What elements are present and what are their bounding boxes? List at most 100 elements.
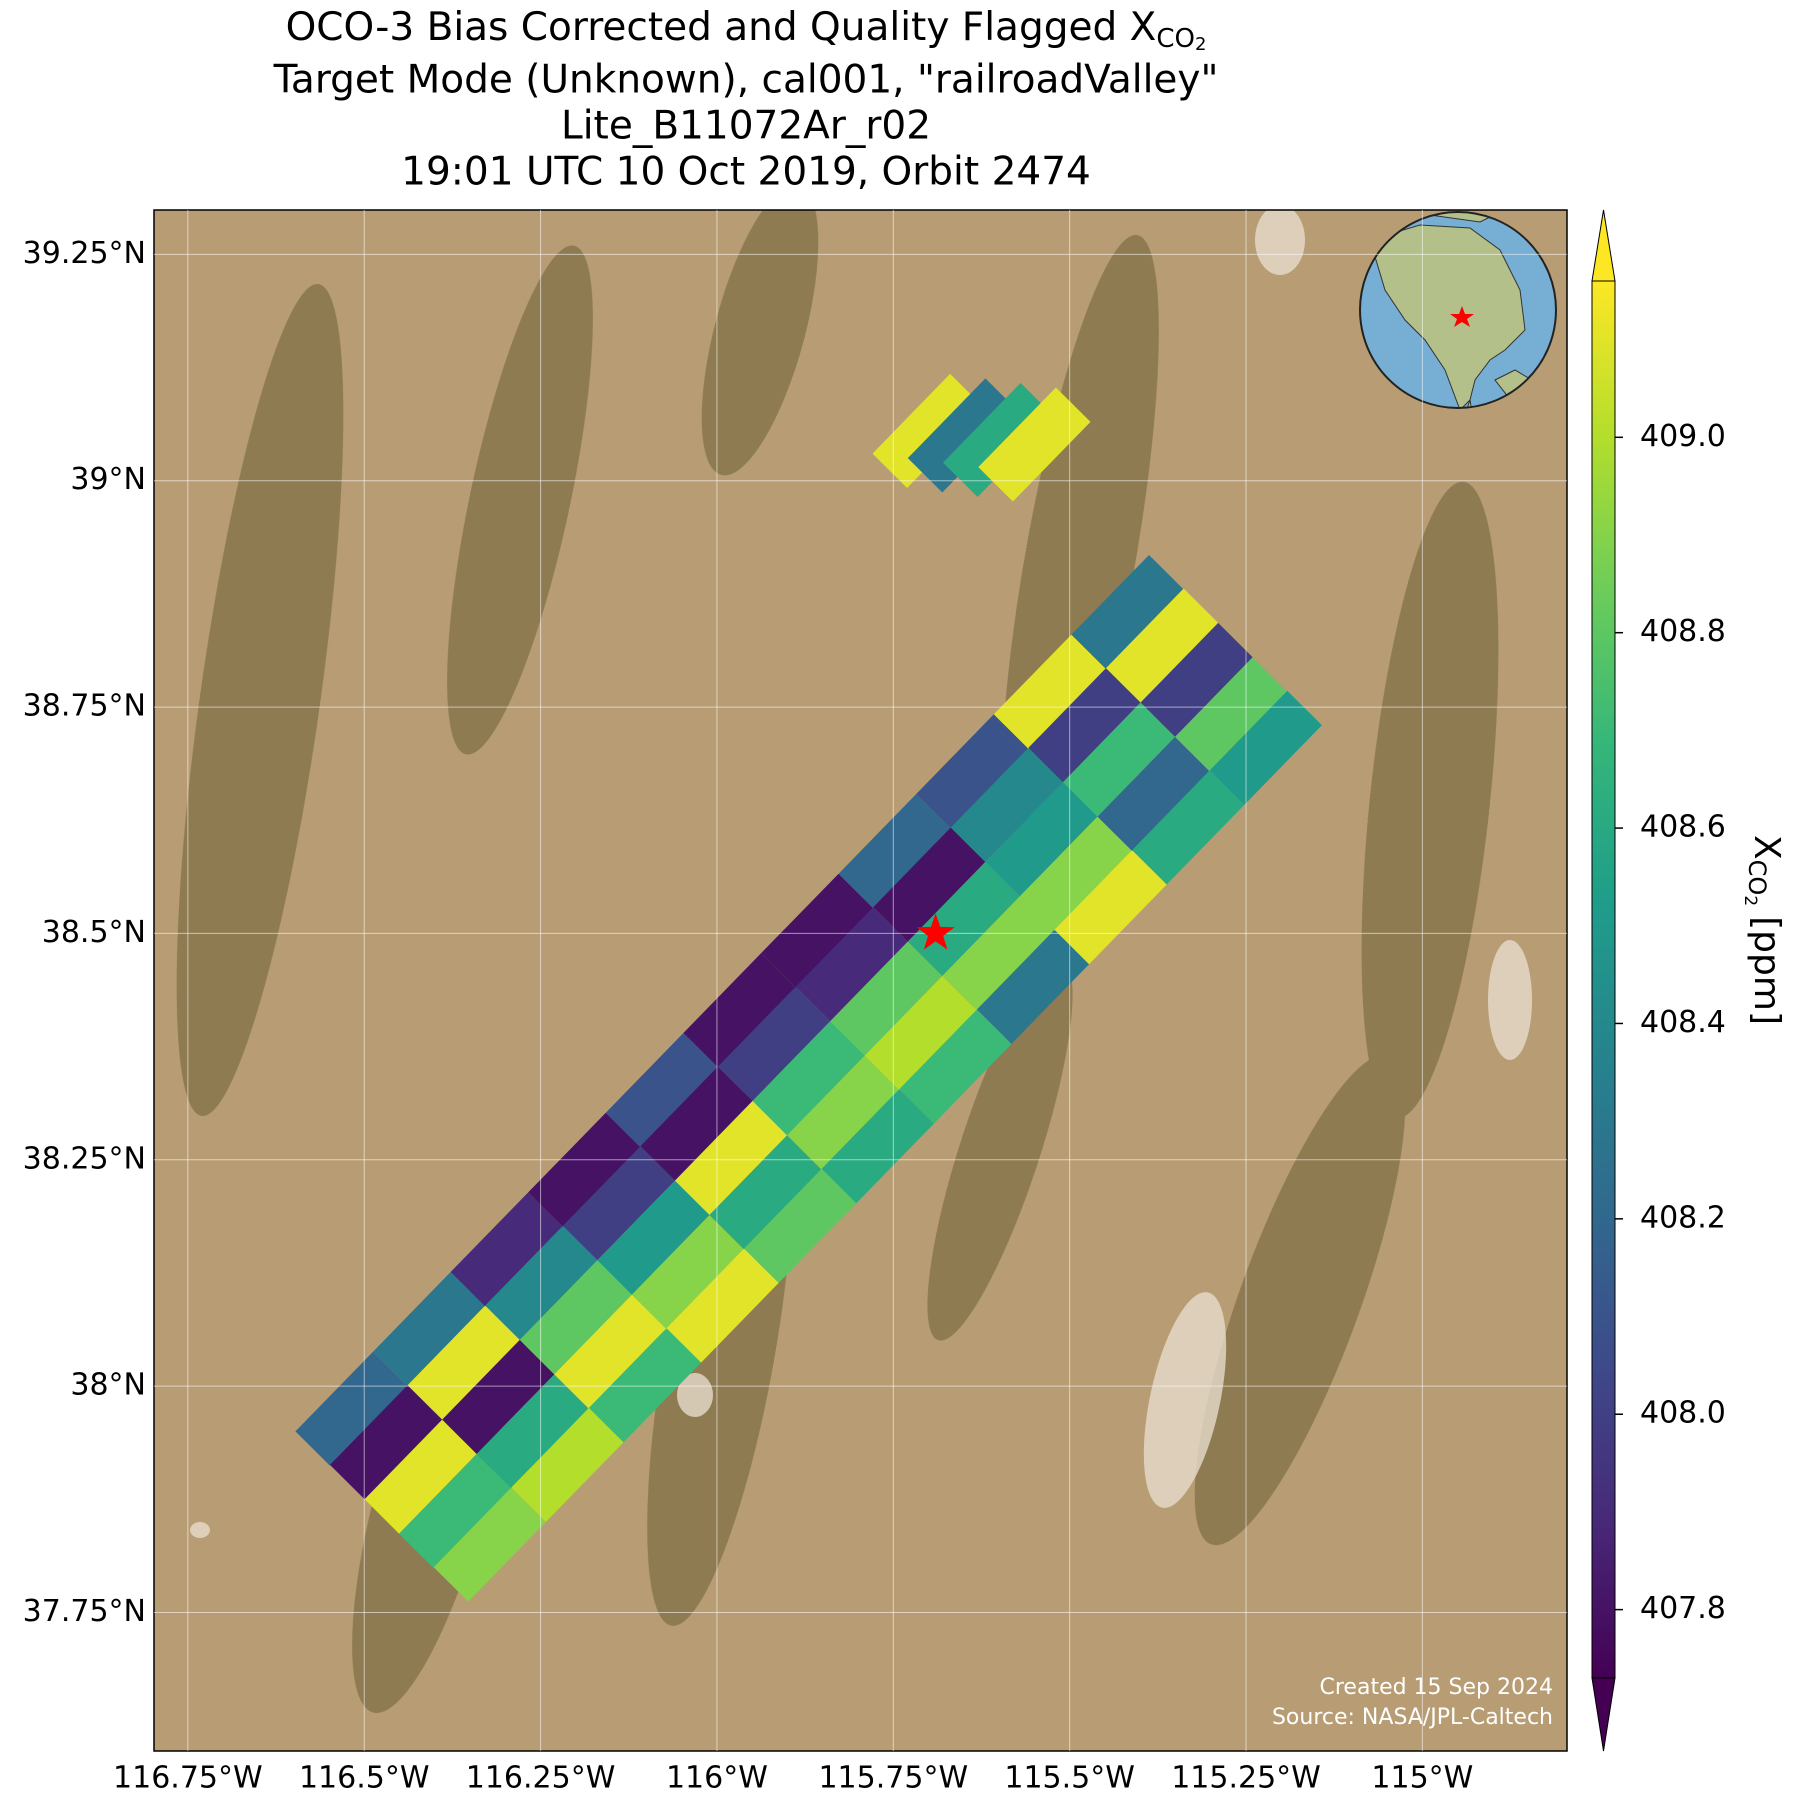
y-tick-label: 38°N xyxy=(70,1368,146,1403)
y-tick-label: 37.75°N xyxy=(23,1594,146,1629)
sounding xyxy=(744,1168,857,1283)
sounding xyxy=(1175,657,1288,772)
sounding xyxy=(709,1135,822,1250)
sounding xyxy=(907,378,1020,493)
sounding xyxy=(683,953,796,1068)
colorbar-tick-label: 408.0 xyxy=(1640,1396,1726,1431)
sounding xyxy=(976,929,1090,1044)
title-text: OCO-3 Bias Corrected and Quality Flagged… xyxy=(286,5,1157,50)
colorbar-tick-label: 408.4 xyxy=(1640,1005,1726,1040)
title-line: OCO-3 Bias Corrected and Quality Flagged… xyxy=(286,5,1207,56)
colorbar-tick-label: 408.2 xyxy=(1640,1200,1726,1235)
sounding xyxy=(907,861,1020,976)
colorbar-tick-label: 408.6 xyxy=(1640,810,1726,845)
sounding xyxy=(511,1407,624,1522)
sounding xyxy=(821,1089,934,1204)
title-line: 19:01 UTC 10 Oct 2019, Orbit 2474 xyxy=(401,150,1091,195)
sounding xyxy=(407,1305,520,1420)
y-tick-label: 38.75°N xyxy=(23,689,146,724)
sounding xyxy=(605,1033,718,1148)
x-tick-label: 115°W xyxy=(1371,1761,1473,1796)
globe-target xyxy=(1450,306,1474,327)
sounding xyxy=(916,714,1029,829)
title-subscript: CO xyxy=(1156,24,1195,54)
sounding xyxy=(597,1180,710,1295)
title-line: Target Mode (Unknown), cal001, "railroad… xyxy=(273,58,1219,103)
sounding xyxy=(588,1328,702,1443)
colorbar-label-unit: [ppm] xyxy=(1746,916,1787,1025)
sounding xyxy=(295,1351,408,1466)
colorbar-tick-label: 407.8 xyxy=(1640,1591,1726,1626)
colorbar-label-text: X xyxy=(1746,835,1787,860)
terrain xyxy=(190,210,1532,1538)
sounding xyxy=(899,1009,1012,1124)
sounding xyxy=(442,1339,555,1454)
sounding xyxy=(1054,850,1167,965)
sounding xyxy=(978,387,1091,502)
colorbar-extend-max xyxy=(1591,209,1616,282)
sounding xyxy=(373,1272,486,1387)
sounding xyxy=(943,382,1056,497)
colorbar-frame xyxy=(1591,280,1616,1679)
sounding xyxy=(752,1021,865,1136)
sounding xyxy=(675,1100,788,1215)
colorbar xyxy=(1592,281,1615,1678)
globe-inset xyxy=(1359,211,1557,409)
x-tick-label: 115.25°W xyxy=(1171,1761,1321,1796)
sounding xyxy=(450,1192,563,1307)
y-tick-label: 38.5°N xyxy=(42,915,146,950)
sounding xyxy=(1063,702,1176,817)
sounding xyxy=(330,1385,443,1500)
sounding xyxy=(787,1055,900,1170)
sounding xyxy=(830,941,943,1056)
colorbar-extend-min xyxy=(1591,1677,1616,1752)
colorbar-label: XCO2 [ppm] xyxy=(1740,835,1787,1025)
x-tick-label: 115.75°W xyxy=(818,1761,968,1796)
sounding xyxy=(1140,622,1253,737)
sounding xyxy=(519,1260,632,1375)
sounding xyxy=(872,373,985,488)
sounding xyxy=(993,634,1106,749)
y-tick-label: 39.25°N xyxy=(23,236,146,271)
annotation: Created 15 Sep 2024 xyxy=(1320,1675,1554,1700)
x-tick-label: 116.25°W xyxy=(466,1761,616,1796)
sounding xyxy=(838,794,951,909)
colorbar-tick-label: 409.0 xyxy=(1640,419,1726,454)
sounding xyxy=(562,1146,675,1261)
sounding xyxy=(631,1215,745,1330)
sounding xyxy=(476,1374,589,1489)
sounding xyxy=(433,1487,546,1602)
annotation: Source: NASA/JPL-Caltech xyxy=(1272,1705,1553,1730)
sounding xyxy=(364,1419,477,1534)
sounding xyxy=(950,747,1063,862)
x-tick-label: 116.5°W xyxy=(299,1761,430,1796)
globe-outline xyxy=(1359,211,1557,409)
sounding xyxy=(761,873,874,988)
sounding xyxy=(1071,555,1184,669)
x-tick-label: 115.5°W xyxy=(1004,1761,1135,1796)
sounding xyxy=(399,1454,512,1569)
sounding xyxy=(1209,690,1322,805)
sounding xyxy=(528,1112,641,1227)
y-tick-label: 39°N xyxy=(70,462,146,497)
x-tick-label: 116°W xyxy=(666,1761,768,1796)
sounding xyxy=(666,1248,779,1363)
sounding xyxy=(1132,770,1245,885)
y-tick-label: 38.25°N xyxy=(23,1141,146,1176)
map-frame xyxy=(153,209,1568,1752)
x-tick-label: 116.75°W xyxy=(113,1761,263,1796)
target-star xyxy=(916,913,955,950)
title-subscript-digit: 2 xyxy=(1195,34,1206,55)
colorbar-label-subscript: CO xyxy=(1743,860,1771,896)
sounding xyxy=(640,1066,753,1181)
title-line: Lite_B11072Ar_r02 xyxy=(561,104,931,149)
sounding xyxy=(1097,736,1210,851)
sounding xyxy=(795,907,908,1022)
colorbar-tick-label: 408.8 xyxy=(1640,614,1726,649)
sounding xyxy=(485,1225,598,1340)
sounding xyxy=(1106,588,1219,703)
sounding xyxy=(718,986,831,1101)
sounding xyxy=(864,976,977,1091)
soundings xyxy=(295,373,1322,1602)
